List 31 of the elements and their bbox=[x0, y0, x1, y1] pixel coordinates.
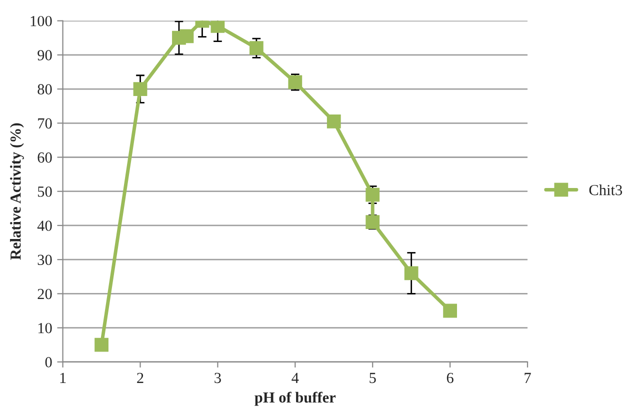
y-tick-label: 30 bbox=[38, 254, 52, 266]
x-tick-label: 4 bbox=[292, 372, 299, 383]
point bbox=[366, 188, 380, 202]
point bbox=[210, 20, 225, 33]
x-tick-label: 7 bbox=[524, 372, 531, 383]
y-tick-label: 70 bbox=[38, 118, 52, 129]
point bbox=[404, 266, 418, 280]
point bbox=[94, 338, 108, 352]
point bbox=[133, 82, 148, 96]
y-tick-label: 60 bbox=[38, 152, 52, 163]
y-tick-label: 100 bbox=[30, 16, 52, 26]
legend-label: Chit3 bbox=[589, 184, 622, 196]
point bbox=[366, 215, 380, 230]
x-axis-title: pH of buffer bbox=[254, 392, 336, 406]
y-tick-label: 0 bbox=[45, 357, 52, 368]
point bbox=[180, 29, 194, 44]
x-tick-label: 3 bbox=[214, 372, 221, 384]
y-tick-label: 90 bbox=[38, 50, 52, 60]
point bbox=[326, 114, 341, 128]
x-tick-label: 1 bbox=[60, 372, 66, 383]
y-tick-label: 50 bbox=[38, 186, 52, 197]
x-tick-label: 2 bbox=[137, 372, 144, 383]
y-tick-label: 10 bbox=[38, 322, 52, 334]
x-tick-label: 5 bbox=[370, 372, 376, 384]
point bbox=[249, 41, 264, 56]
y-tick-label: 20 bbox=[38, 288, 52, 300]
point bbox=[443, 304, 458, 318]
y-tick-label: 80 bbox=[38, 84, 52, 94]
y-axis-title: Relative Activity (%) bbox=[10, 123, 24, 260]
y-tick-label: 40 bbox=[37, 220, 52, 231]
x-tick-label: 6 bbox=[446, 372, 454, 384]
